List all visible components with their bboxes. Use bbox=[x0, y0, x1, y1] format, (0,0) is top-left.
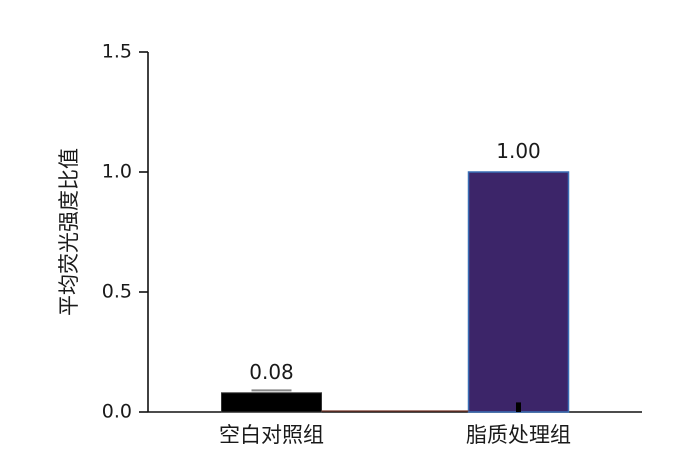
data-label: 1.00 bbox=[496, 139, 541, 163]
y-axis: 0.0 0.5 1.0 1.5 bbox=[102, 41, 149, 423]
y-tick-label: 1.5 bbox=[102, 41, 132, 63]
category-label: 空白对照组 bbox=[219, 423, 324, 447]
bars bbox=[221, 171, 570, 413]
data-labels: 0.08 1.00 bbox=[249, 139, 541, 384]
y-tick-label: 1.0 bbox=[102, 161, 132, 183]
bar bbox=[467, 171, 570, 413]
category-labels: 空白对照组 脂质处理组 bbox=[219, 423, 571, 447]
y-axis-title: 平均荧光强度比值 bbox=[57, 148, 81, 316]
bar bbox=[221, 392, 322, 413]
y-tick-label: 0.5 bbox=[102, 281, 132, 303]
y-tick-label: 0.0 bbox=[102, 401, 132, 423]
data-label: 0.08 bbox=[249, 360, 294, 384]
category-label: 脂质处理组 bbox=[466, 423, 571, 447]
